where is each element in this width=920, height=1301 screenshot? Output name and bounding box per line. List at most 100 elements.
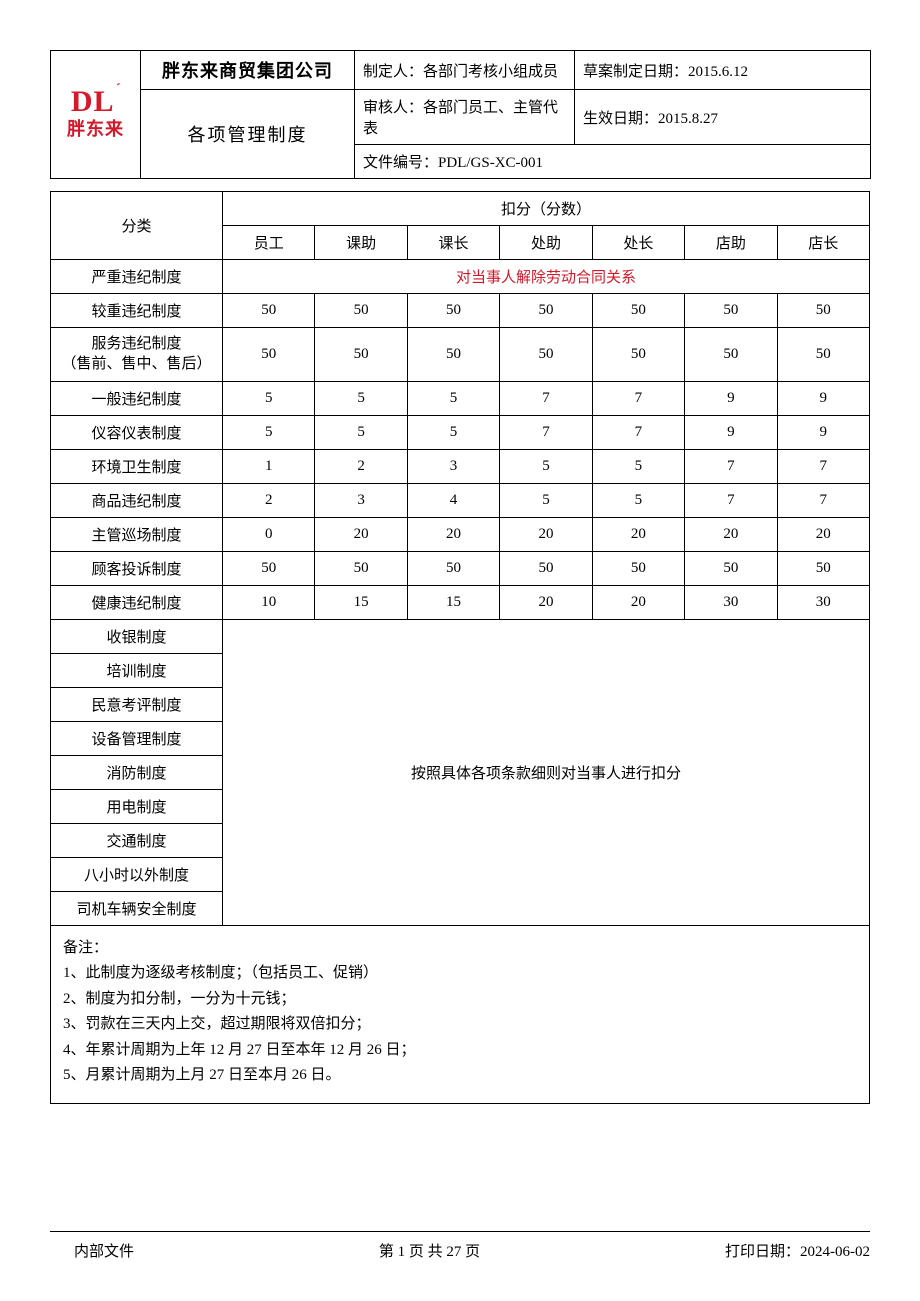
logo-name: 胖东来	[55, 117, 136, 142]
role-header: 处长	[592, 226, 684, 260]
score-cell: 50	[407, 551, 499, 585]
score-cell: 50	[592, 551, 684, 585]
doc-no-cell: 文件编号：PDL/GS-XC-001	[355, 145, 871, 179]
score-cell: 5	[500, 449, 592, 483]
note-item: 5、月累计周期为上月 27 日至本月 26 日。	[63, 1063, 857, 1089]
score-cell: 50	[685, 328, 777, 382]
score-cell: 50	[685, 551, 777, 585]
score-cell: 7	[685, 449, 777, 483]
score-cell: 0	[223, 517, 315, 551]
score-cell: 50	[777, 551, 869, 585]
company-name: 胖东来商贸集团公司	[141, 51, 355, 90]
score-cell: 7	[500, 415, 592, 449]
category-label: 收银制度	[51, 619, 223, 653]
score-cell: 3	[407, 449, 499, 483]
score-cell: 9	[685, 415, 777, 449]
note-item: 1、此制度为逐级考核制度；（包括员工、促销）	[63, 961, 857, 987]
score-cell: 50	[407, 328, 499, 382]
footer-center: 第 1 页 共 27 页	[379, 1240, 480, 1261]
role-header: 店助	[685, 226, 777, 260]
score-cell: 50	[315, 328, 407, 382]
note-item: 3、罚款在三天内上交，超过期限将双倍扣分；	[63, 1012, 857, 1038]
score-cell: 5	[592, 449, 684, 483]
score-cell: 5	[315, 381, 407, 415]
score-cell: 15	[407, 585, 499, 619]
category-label: 仪容仪表制度	[51, 415, 223, 449]
score-cell: 15	[315, 585, 407, 619]
score-cell: 50	[315, 551, 407, 585]
note-item: 2、制度为扣分制，一分为十元钱；	[63, 987, 857, 1013]
draft-date-label: 草案制定日期：	[583, 64, 688, 80]
category-label: 用电制度	[51, 789, 223, 823]
category-label: 较重违纪制度	[51, 294, 223, 328]
draft-date-value: 2015.6.12	[688, 64, 748, 80]
category-label: 环境卫生制度	[51, 449, 223, 483]
category-label: 设备管理制度	[51, 721, 223, 755]
document-page: DL´ 胖东来 胖东来商贸集团公司 制定人：各部门考核小组成员 草案制定日期：2…	[0, 0, 920, 1301]
doc-no-label: 文件编号：	[363, 155, 438, 171]
header-table: DL´ 胖东来 胖东来商贸集团公司 制定人：各部门考核小组成员 草案制定日期：2…	[50, 50, 871, 179]
score-cell: 5	[223, 415, 315, 449]
score-cell: 20	[407, 517, 499, 551]
score-cell: 50	[592, 294, 684, 328]
score-cell: 7	[592, 381, 684, 415]
footer-right: 打印日期：2024-06-02	[725, 1240, 870, 1261]
author-cell: 制定人：各部门考核小组成员	[355, 51, 575, 90]
score-cell: 5	[500, 483, 592, 517]
merged-note: 按照具体各项条款细则对当事人进行扣分	[223, 619, 870, 925]
score-cell: 50	[592, 328, 684, 382]
score-cell: 5	[407, 381, 499, 415]
score-cell: 50	[777, 294, 869, 328]
category-label: 消防制度	[51, 755, 223, 789]
score-cell: 50	[223, 328, 315, 382]
score-cell: 7	[500, 381, 592, 415]
score-cell: 50	[315, 294, 407, 328]
category-label: 司机车辆安全制度	[51, 891, 223, 925]
category-label: 主管巡场制度	[51, 517, 223, 551]
role-header: 课长	[407, 226, 499, 260]
footer-right-label: 打印日期：	[725, 1244, 800, 1260]
score-cell: 20	[592, 585, 684, 619]
score-cell: 4	[407, 483, 499, 517]
score-cell: 30	[777, 585, 869, 619]
score-cell: 2	[223, 483, 315, 517]
score-cell: 5	[223, 381, 315, 415]
score-cell: 50	[223, 294, 315, 328]
score-cell: 5	[315, 415, 407, 449]
score-cell: 50	[500, 328, 592, 382]
score-cell: 7	[592, 415, 684, 449]
category-label: 交通制度	[51, 823, 223, 857]
draft-date-cell: 草案制定日期：2015.6.12	[575, 51, 871, 90]
severe-text: 对当事人解除劳动合同关系	[223, 260, 870, 294]
score-cell: 2	[315, 449, 407, 483]
category-label: 健康违纪制度	[51, 585, 223, 619]
effective-value: 2015.8.27	[658, 111, 718, 127]
score-cell: 7	[777, 483, 869, 517]
footer-left: 内部文件	[50, 1240, 134, 1261]
score-cell: 9	[685, 381, 777, 415]
score-cell: 1	[223, 449, 315, 483]
category-label: 顾客投诉制度	[51, 551, 223, 585]
reviewer-cell: 审核人：各部门员工、主管代表	[355, 90, 575, 145]
score-cell: 50	[500, 551, 592, 585]
footer-right-value: 2024-06-02	[800, 1244, 870, 1260]
logo-cell: DL´ 胖东来	[51, 51, 141, 179]
notes-title: 备注：	[63, 936, 857, 962]
score-cell: 30	[685, 585, 777, 619]
score-cell: 50	[500, 294, 592, 328]
notes-block: 备注： 1、此制度为逐级考核制度；（包括员工、促销）2、制度为扣分制，一分为十元…	[50, 926, 870, 1104]
doc-no-value: PDL/GS-XC-001	[438, 155, 543, 171]
role-header: 员工	[223, 226, 315, 260]
note-item: 4、年累计周期为上年 12 月 27 日至本年 12 月 26 日；	[63, 1038, 857, 1064]
category-label: 商品违纪制度	[51, 483, 223, 517]
score-cell: 5	[407, 415, 499, 449]
category-label: 服务违纪制度（售前、售中、售后）	[51, 328, 223, 382]
score-cell: 50	[685, 294, 777, 328]
severe-label: 严重违纪制度	[51, 260, 223, 294]
reviewer-label: 审核人：	[363, 100, 423, 116]
role-header: 店长	[777, 226, 869, 260]
category-header: 分类	[51, 192, 223, 260]
role-header: 处助	[500, 226, 592, 260]
score-cell: 7	[685, 483, 777, 517]
category-label: 民意考评制度	[51, 687, 223, 721]
